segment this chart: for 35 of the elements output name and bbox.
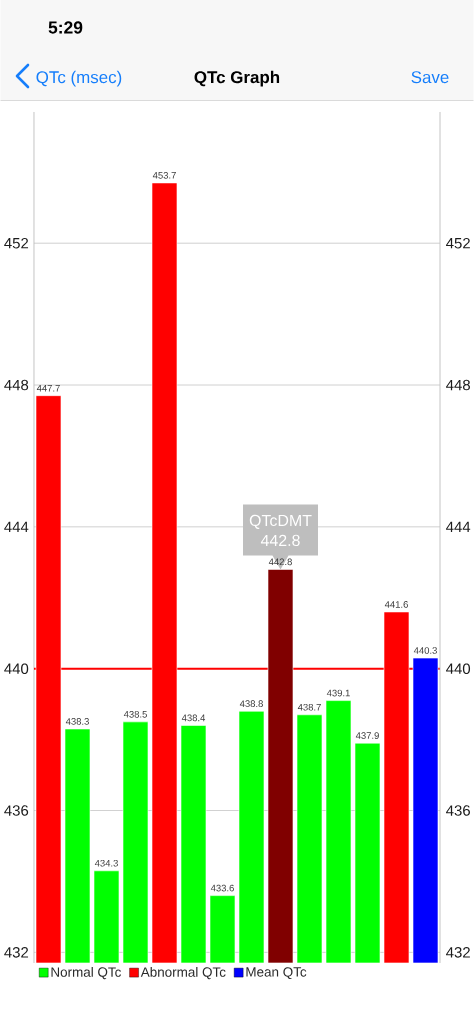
data-label: 438.4 bbox=[181, 714, 206, 722]
y-tick-label: 444 bbox=[4, 521, 29, 532]
legend-label: Abnormal QTc bbox=[140, 966, 226, 980]
data-label: 433.6 bbox=[210, 884, 234, 892]
text: 5:29 bbox=[48, 21, 83, 34]
y-tick-label: 440 bbox=[4, 663, 29, 674]
y2-tick-label: 444 bbox=[446, 521, 471, 532]
y2-tick-label: 432 bbox=[446, 947, 470, 958]
data-label: 441.6 bbox=[384, 601, 408, 608]
y-tick-label: 452 bbox=[4, 237, 29, 249]
y-tick-label: 432 bbox=[4, 947, 29, 958]
data-label: 434.3 bbox=[94, 859, 118, 867]
data-label: 437.9 bbox=[355, 732, 379, 739]
text: QTc (msec) bbox=[36, 70, 122, 87]
y2-tick-label: 440 bbox=[446, 663, 471, 674]
text: Save bbox=[411, 71, 449, 84]
data-label: 440.3 bbox=[413, 647, 437, 654]
annotation: QTcDMT bbox=[249, 514, 312, 529]
y2-tick-label: 452 bbox=[446, 237, 470, 249]
data-label: 442.8 bbox=[268, 558, 292, 566]
data-label: 447.7 bbox=[36, 384, 60, 392]
data-label: 438.3 bbox=[65, 718, 89, 725]
y-tick-label: 448 bbox=[4, 379, 29, 391]
data-label: 453.7 bbox=[152, 172, 176, 179]
data-label: 439.1 bbox=[326, 689, 350, 697]
data-label: 438.8 bbox=[239, 700, 263, 708]
data-label: 438.7 bbox=[297, 703, 321, 711]
chart-title: QTc Graph bbox=[194, 70, 280, 87]
y-tick-label: 436 bbox=[4, 805, 29, 816]
annotation: 442.8 bbox=[260, 534, 300, 547]
data-label: 438.5 bbox=[123, 710, 147, 718]
legend-label: Normal QTc bbox=[51, 966, 122, 980]
legend-label: Mean QTc bbox=[246, 967, 307, 980]
y2-tick-label: 436 bbox=[446, 805, 470, 816]
y2-tick-label: 448 bbox=[446, 379, 470, 391]
